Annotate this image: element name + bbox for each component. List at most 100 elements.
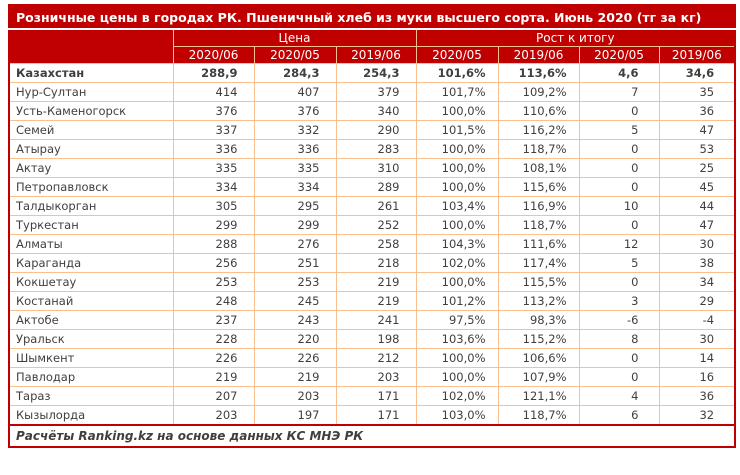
- value-cell: 111,6%: [497, 234, 580, 254]
- value-cell: 101,2%: [415, 291, 499, 311]
- value-cell: 290: [335, 120, 417, 140]
- value-cell: 258: [335, 234, 417, 254]
- value-cell: 103,4%: [415, 196, 499, 216]
- value-cell: 97,5%: [415, 310, 499, 330]
- table-row: Костанай 248 245 219 101,2% 113,2% 3 29: [8, 291, 736, 311]
- table-row: Атырау 336 336 283 100,0% 118,7% 0 53: [8, 139, 736, 159]
- value-cell: 115,2%: [497, 329, 580, 349]
- value-cell: 4: [578, 386, 660, 406]
- value-cell: 36: [658, 101, 736, 121]
- value-cell: 34,6: [658, 63, 736, 83]
- period-header-cell: 2020/05: [578, 46, 660, 64]
- value-cell: 299: [253, 215, 337, 235]
- value-cell: 100,0%: [415, 101, 499, 121]
- value-cell: 197: [253, 405, 337, 425]
- value-cell: 171: [335, 405, 417, 425]
- city-cell: Казахстан: [8, 63, 174, 83]
- value-cell: 100,0%: [415, 272, 499, 292]
- value-cell: 109,2%: [497, 82, 580, 102]
- value-cell: 5: [578, 120, 660, 140]
- table-row: Кызылорда 203 197 171 103,0% 118,7% 6 32: [8, 405, 736, 425]
- value-cell: 237: [172, 310, 255, 330]
- value-cell: 30: [658, 234, 736, 254]
- value-cell: 335: [253, 158, 337, 178]
- value-cell: 252: [335, 215, 417, 235]
- value-cell: 253: [253, 272, 337, 292]
- value-cell: 38: [658, 253, 736, 273]
- value-cell: 336: [253, 139, 337, 159]
- value-cell: 100,0%: [415, 158, 499, 178]
- value-cell: 100,0%: [415, 215, 499, 235]
- value-cell: 251: [253, 253, 337, 273]
- footer-row: Расчёты Ranking.kz на основе данных КС М…: [9, 423, 736, 447]
- value-cell: 337: [172, 120, 255, 140]
- table-row: Актау 335 335 310 100,0% 108,1% 0 25: [8, 158, 736, 178]
- value-cell: 299: [172, 215, 255, 235]
- city-cell: Павлодар: [8, 367, 174, 387]
- value-cell: 207: [172, 386, 255, 406]
- value-cell: 115,5%: [497, 272, 580, 292]
- value-cell: 305: [172, 196, 255, 216]
- city-cell: Усть-Каменогорск: [8, 101, 174, 121]
- value-cell: 103,0%: [415, 405, 499, 425]
- value-cell: 8: [578, 329, 660, 349]
- table-row: Кокшетау 253 253 219 100,0% 115,5% 0 34: [8, 272, 736, 292]
- value-cell: 30: [658, 329, 736, 349]
- value-cell: 5: [578, 253, 660, 273]
- value-cell: 226: [172, 348, 255, 368]
- value-cell: -4: [658, 310, 736, 330]
- value-cell: 407: [253, 82, 337, 102]
- value-cell: 340: [335, 101, 417, 121]
- value-cell: 34: [658, 272, 736, 292]
- value-cell: 16: [658, 367, 736, 387]
- value-cell: 113,6%: [497, 63, 580, 83]
- value-cell: 100,0%: [415, 348, 499, 368]
- table-row: Алматы 288 276 258 104,3% 111,6% 12 30: [8, 234, 736, 254]
- city-column-header: [9, 28, 174, 64]
- value-cell: 219: [335, 272, 417, 292]
- value-cell: 253: [172, 272, 255, 292]
- value-cell: 218: [335, 253, 417, 273]
- value-cell: 219: [172, 367, 255, 387]
- city-cell: Уральск: [8, 329, 174, 349]
- value-cell: 47: [658, 215, 736, 235]
- value-cell: 334: [253, 177, 337, 197]
- table-row: Караганда 256 251 218 102,0% 117,4% 5 38: [8, 253, 736, 273]
- table-row: Казахстан 288,9 284,3 254,3 101,6% 113,6% 4,6 3…: [8, 63, 736, 83]
- table-row: Павлодар 219 219 203 100,0% 107,9% 0 16: [8, 367, 736, 387]
- value-cell: 4,6: [578, 63, 660, 83]
- table-title: Розничные цены в городах РК. Пшеничный х…: [9, 5, 736, 30]
- city-cell: Шымкент: [8, 348, 174, 368]
- value-cell: 414: [172, 82, 255, 102]
- value-cell: 283: [335, 139, 417, 159]
- period-header-cell: 2019/06: [497, 46, 580, 64]
- value-cell: 376: [253, 101, 337, 121]
- value-cell: 29: [658, 291, 736, 311]
- city-cell: Тараз: [8, 386, 174, 406]
- table-row: Усть-Каменогорск 376 376 340 100,0% 110,6% 0 36: [8, 101, 736, 121]
- period-header-cell: 2020/05: [253, 46, 337, 64]
- value-cell: 379: [335, 82, 417, 102]
- value-cell: 103,6%: [415, 329, 499, 349]
- value-cell: 203: [335, 367, 417, 387]
- value-cell: 243: [253, 310, 337, 330]
- value-cell: 0: [578, 101, 660, 121]
- value-cell: 376: [172, 101, 255, 121]
- value-cell: 98,3%: [497, 310, 580, 330]
- value-cell: 118,7%: [497, 139, 580, 159]
- value-cell: 295: [253, 196, 337, 216]
- period-header-cell: 2020/05: [415, 46, 499, 64]
- value-cell: 203: [172, 405, 255, 425]
- group-header-row: Цена Рост к итогу: [9, 28, 736, 64]
- value-cell: 101,5%: [415, 120, 499, 140]
- city-cell: Актобе: [8, 310, 174, 330]
- title-row: Розничные цены в городах РК. Пшеничный х…: [9, 5, 736, 30]
- value-cell: 44: [658, 196, 736, 216]
- value-cell: 10: [578, 196, 660, 216]
- city-cell: Петропавловск: [8, 177, 174, 197]
- table-row: Актобе 237 243 241 97,5% 98,3% -6 -4: [8, 310, 736, 330]
- value-cell: 53: [658, 139, 736, 159]
- period-header-cell: 2019/06: [335, 46, 417, 64]
- city-cell: Актау: [8, 158, 174, 178]
- city-cell: Караганда: [8, 253, 174, 273]
